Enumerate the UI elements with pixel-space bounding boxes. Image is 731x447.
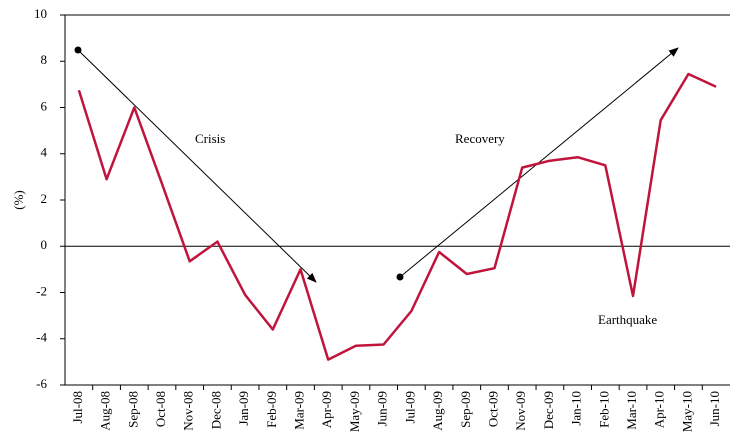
x-tick-label: Mar-10 <box>624 391 639 430</box>
x-tick-label: Sep-09 <box>458 391 473 428</box>
line <box>77 72 717 361</box>
x-tick-label: Jun-09 <box>375 391 390 426</box>
y-tick-label: -6 <box>36 376 47 391</box>
x-tick-label: Nov-09 <box>513 391 528 431</box>
y-tick-label: 0 <box>41 237 48 252</box>
crisis-arrow <box>77 49 317 283</box>
x-tick-label: Oct-08 <box>153 391 168 427</box>
x-tick-label: Jul-09 <box>402 391 417 424</box>
x-tick-label: May-09 <box>347 391 362 432</box>
y-tick-label: 8 <box>41 52 48 67</box>
x-tick-label: Dec-09 <box>541 391 556 429</box>
y-tick-label: -2 <box>36 283 47 298</box>
x-tick-label: Jun-10 <box>707 391 722 426</box>
annotation: Recovery <box>455 131 505 146</box>
x-tick-label: Feb-09 <box>264 391 279 428</box>
x-tick-label: Aug-08 <box>98 391 113 431</box>
x-tick-label: Apr-10 <box>652 391 667 428</box>
x-tick-label: Feb-10 <box>596 391 611 428</box>
annotation: Earthquake <box>598 312 657 327</box>
y-tick-label: 6 <box>41 98 48 113</box>
x-tick-label: Jan-09 <box>236 391 251 426</box>
annotation: Crisis <box>195 131 225 146</box>
x-tick-label: Mar-09 <box>292 391 307 430</box>
x-tick-label: May-10 <box>679 391 694 432</box>
y-axis-label: (%) <box>11 190 26 210</box>
x-tick-label: Oct-09 <box>485 391 500 427</box>
arrow-dot <box>74 46 82 54</box>
y-tick-label: -4 <box>36 330 47 345</box>
x-tick-label: Sep-08 <box>125 391 140 428</box>
y-tick-label: 4 <box>41 145 48 160</box>
arrow-dot <box>396 273 404 281</box>
x-tick-label: Jul-08 <box>70 391 85 424</box>
x-tick-label: Nov-08 <box>181 391 196 431</box>
y-tick-label: 2 <box>41 191 48 206</box>
x-tick-label: Apr-09 <box>319 391 334 428</box>
y-tick-label: 10 <box>34 6 47 21</box>
x-tick-label: Aug-09 <box>430 391 445 431</box>
x-tick-label: Dec-08 <box>208 391 223 429</box>
x-tick-label: Jan-10 <box>569 391 584 426</box>
